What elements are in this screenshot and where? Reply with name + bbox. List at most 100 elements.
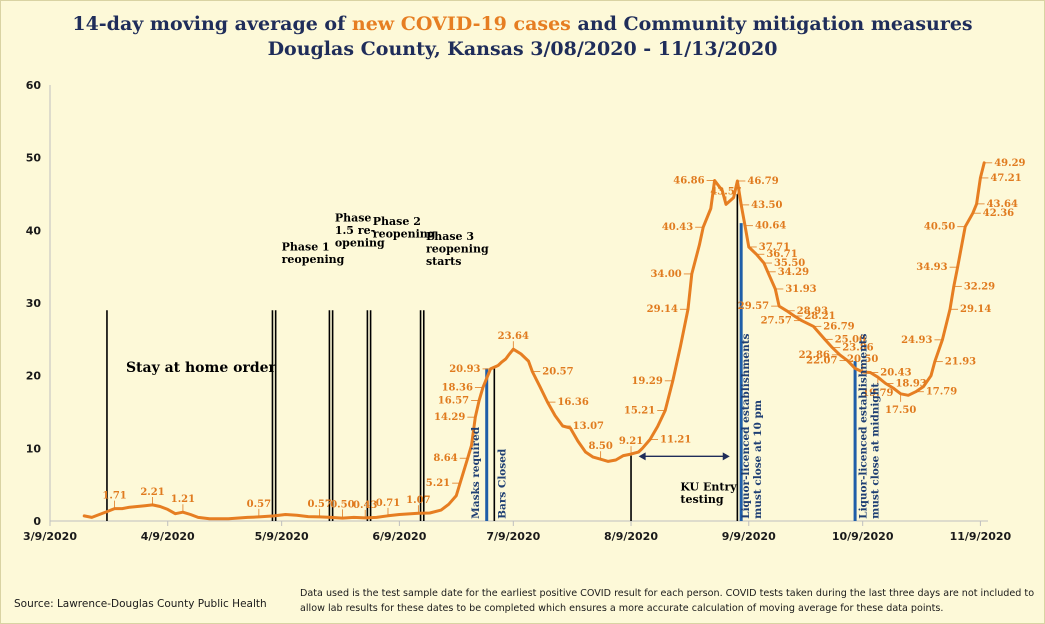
- data-label: 28.93: [797, 306, 828, 317]
- data-label: 28.21: [804, 311, 835, 322]
- y-tick-label: 30: [26, 297, 42, 310]
- data-label: 2.21: [140, 487, 164, 498]
- data-label: 17.79: [926, 387, 957, 398]
- data-label: 31.93: [785, 284, 816, 295]
- annotation-phase1: Phase 1: [282, 241, 330, 254]
- data-label: 0.43: [353, 500, 377, 511]
- chart-subtitle: Douglas County, Kansas 3/08/2020 - 11/13…: [267, 38, 778, 60]
- x-tick-label: 3/9/2020: [23, 530, 77, 543]
- data-label: 20.43: [880, 368, 911, 379]
- y-tick-label: 40: [26, 224, 42, 237]
- data-label: 34.29: [778, 267, 809, 278]
- x-tick-label: 5/9/2020: [255, 530, 309, 543]
- data-label: 40.50: [924, 222, 955, 233]
- x-tick-label: 8/9/2020: [604, 530, 658, 543]
- annotation-stay-home: Stay at home order: [126, 360, 277, 376]
- x-tick-label: 9/9/2020: [722, 530, 776, 543]
- data-label: 8.64: [433, 453, 457, 464]
- annotation-phase2: reopening: [373, 228, 436, 241]
- data-label: 29.57: [738, 301, 769, 312]
- data-label: 40.64: [755, 221, 786, 232]
- x-tick-label: 4/9/2020: [141, 530, 195, 543]
- data-label: 29.14: [960, 304, 991, 315]
- data-label: 20.57: [542, 367, 573, 378]
- annotation-phase15: Phase: [335, 212, 372, 225]
- data-label: 46.79: [747, 176, 778, 187]
- data-label: 21.93: [945, 357, 976, 368]
- data-label: 25.00: [835, 334, 866, 345]
- data-label: 43.50: [751, 200, 782, 211]
- data-label: 42.36: [983, 208, 1014, 219]
- data-label: 32.29: [964, 281, 995, 292]
- data-label: 29.14: [647, 304, 678, 315]
- data-label: 18.36: [442, 383, 473, 394]
- data-label: 47.21: [990, 173, 1021, 184]
- data-label: 19.29: [631, 376, 662, 387]
- data-label: 0.71: [376, 498, 400, 509]
- data-label: 1.21: [171, 494, 195, 505]
- annotation-phase3: reopening: [426, 242, 489, 255]
- ku-arrow-head-left: [638, 452, 646, 461]
- data-label: 26.79: [823, 321, 854, 332]
- annotation-phase3: starts: [426, 255, 461, 268]
- data-label: 40.43: [662, 222, 693, 233]
- annotation-ku: testing: [680, 493, 724, 506]
- annotation-phase1: reopening: [282, 253, 345, 266]
- data-label: 43.64: [987, 199, 1018, 210]
- data-label: 18.93: [895, 378, 926, 389]
- data-label: 13.07: [573, 421, 604, 432]
- y-tick-label: 20: [26, 370, 42, 383]
- data-label: 43.57: [710, 186, 741, 197]
- y-tick-label: 50: [26, 152, 42, 165]
- chart-title: 14-day moving average of new COVID-19 ca…: [72, 13, 973, 35]
- data-label: 35.50: [774, 258, 805, 269]
- data-label: 0.50: [330, 499, 354, 510]
- data-label: 5.21: [426, 478, 450, 489]
- annotation-liquormid: must close at midnight: [869, 383, 881, 519]
- annotation-bars: Bars Closed: [497, 448, 509, 519]
- data-label: 22.86: [799, 350, 830, 361]
- x-tick-label: 10/9/2020: [832, 530, 894, 543]
- data-label: 9.21: [619, 436, 643, 447]
- data-label: 27.57: [761, 316, 792, 327]
- data-label: 20.50: [847, 354, 878, 365]
- annotation-liquormid: Liquor-licenced establishments: [857, 333, 869, 518]
- data-label: 14.29: [434, 412, 465, 423]
- data-label: 34.93: [916, 262, 947, 273]
- annotation-masks: Masks required: [470, 426, 482, 519]
- data-label: 24.93: [901, 335, 932, 346]
- data-label: 0.57: [307, 499, 331, 510]
- annotation-phase2: Phase 2: [373, 215, 421, 228]
- data-label: 1.71: [102, 491, 126, 502]
- annotation-liquor10: Liquor-licenced establishments: [740, 333, 752, 518]
- data-label: 37.71: [759, 242, 790, 253]
- annotation-ku: KU Entry: [680, 480, 737, 493]
- chart-title-accent: new COVID-19 cases: [351, 13, 571, 35]
- data-footnote: Data used is the test sample date for th…: [300, 588, 1035, 614]
- data-label: 15.21: [624, 405, 655, 416]
- data-label: 23.64: [498, 331, 529, 342]
- data-label: 34.00: [650, 269, 681, 280]
- x-tick-label: 7/9/2020: [486, 530, 540, 543]
- data-label: 0.57: [247, 499, 271, 510]
- annotation-phase3: Phase 3: [426, 230, 474, 243]
- ku-arrow-head-right: [722, 452, 730, 461]
- annotation-liquor10: must close at 10 pm: [752, 400, 764, 519]
- x-tick-label: 6/9/2020: [372, 530, 426, 543]
- data-label: 23.86: [842, 343, 873, 354]
- data-label: 16.36: [557, 397, 588, 408]
- data-label: 11.21: [660, 435, 691, 446]
- series-line-0: [82, 161, 986, 521]
- y-tick-label: 0: [33, 515, 41, 528]
- x-tick-label: 11/9/2020: [950, 530, 1012, 543]
- data-label: 16.57: [438, 396, 469, 407]
- data-label: 49.29: [994, 158, 1025, 169]
- data-label: 46.86: [673, 175, 704, 186]
- y-tick-label: 60: [26, 79, 42, 92]
- data-label: 8.50: [588, 441, 612, 452]
- data-label: 1.07: [406, 495, 430, 506]
- source-note: Source: Lawrence-Douglas County Public H…: [14, 598, 267, 610]
- annotation-phase15: 1.5 re-: [335, 224, 375, 237]
- data-label: 22.07: [806, 356, 837, 367]
